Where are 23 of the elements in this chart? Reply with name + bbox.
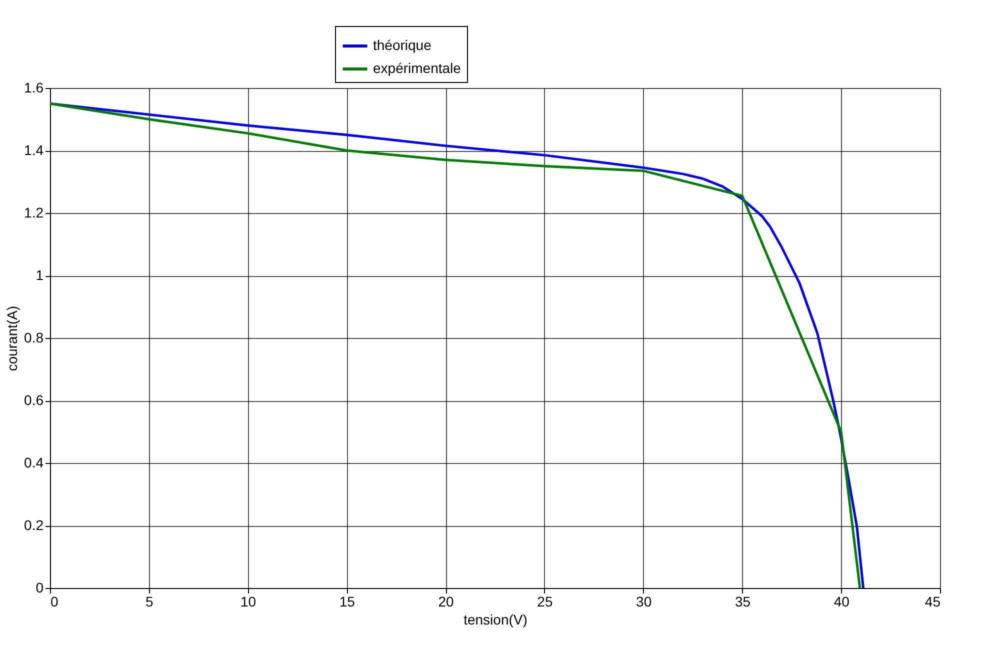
x-tick-label: 40 xyxy=(834,594,850,610)
y-axis-title: courant(A) xyxy=(4,306,20,372)
x-tick-label: 10 xyxy=(240,594,256,610)
x-tick-label: 15 xyxy=(339,594,356,610)
y-tick-label: 1.2 xyxy=(24,204,44,220)
x-axis-title: tension(V) xyxy=(464,612,528,628)
y-tick-label: 0.6 xyxy=(24,392,44,408)
x-tick-label: 35 xyxy=(734,594,751,610)
legend-label: expérimentale xyxy=(373,60,462,76)
y-tick-label: 1.6 xyxy=(24,80,44,96)
y-tick-label: 0.4 xyxy=(24,454,44,470)
x-tick-label: 5 xyxy=(145,594,154,610)
legend-label: théorique xyxy=(373,37,432,53)
x-tick-label: 25 xyxy=(537,594,553,610)
x-tick-label: 0 xyxy=(50,594,58,610)
y-tick-label: 1.4 xyxy=(24,142,44,158)
y-tick-label: 0.8 xyxy=(24,330,44,346)
x-tick-label: 30 xyxy=(636,594,652,610)
y-tick-label: 1 xyxy=(36,267,44,283)
x-tick-label: 20 xyxy=(438,594,454,610)
y-tick-label: 0.2 xyxy=(24,517,44,533)
x-tick-label: 45 xyxy=(924,594,941,610)
y-tick-label: 0 xyxy=(36,580,44,596)
